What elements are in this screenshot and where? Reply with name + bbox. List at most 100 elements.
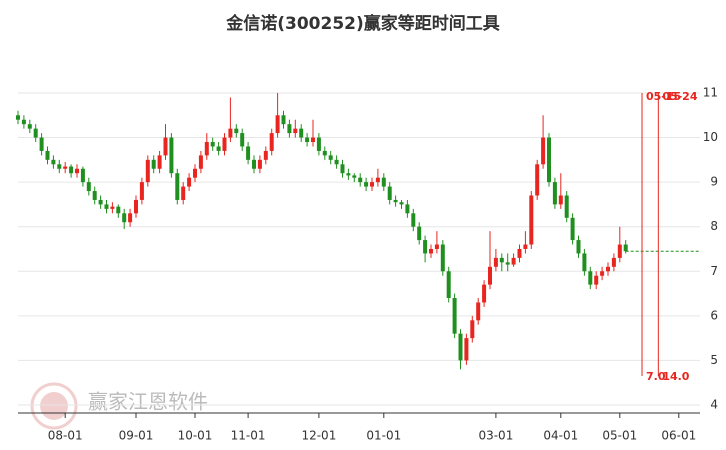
candle-body [405, 204, 410, 214]
time-marker-days: 14.0 [662, 370, 689, 383]
candle-body [110, 206, 115, 209]
candle-body [322, 150, 327, 156]
x-tick-label: 11-01 [231, 429, 266, 443]
candle-body [169, 137, 174, 174]
x-tick-label: 09-01 [119, 429, 154, 443]
candle-body [564, 195, 569, 218]
candle-body [63, 166, 68, 169]
candle-body [175, 173, 180, 200]
candle-body [547, 137, 551, 183]
logo-core [40, 392, 68, 420]
candle-body [470, 320, 475, 339]
candle-body [80, 168, 85, 183]
candle-body [27, 124, 32, 129]
candle-body [482, 284, 487, 303]
candle-body [86, 182, 91, 192]
x-tick-label: 06-01 [661, 429, 696, 443]
candle-body [104, 204, 109, 209]
candle-body [257, 159, 262, 169]
candle-body [51, 159, 56, 165]
candle-body [98, 199, 103, 205]
candle-body [16, 115, 20, 120]
candle-body [364, 182, 369, 187]
candle-body [334, 159, 339, 165]
candle-body [358, 177, 363, 183]
candle-body [423, 240, 428, 254]
candle-body [552, 182, 557, 205]
y-tick-label: 10 [703, 130, 718, 144]
candle-body [452, 298, 457, 334]
candle-body [240, 133, 245, 147]
candle-body [39, 137, 44, 151]
time-marker-date: 05-24 [662, 90, 698, 103]
candle-body [92, 191, 97, 200]
candle-body [541, 137, 546, 165]
candle-body [476, 302, 481, 321]
candle-body [163, 137, 168, 156]
candle-body [393, 199, 398, 203]
y-tick-label: 7 [710, 264, 718, 278]
x-tick-label: 10-01 [178, 429, 213, 443]
candle-body [222, 137, 227, 151]
candle-body [69, 166, 74, 174]
candle-body [434, 244, 439, 249]
candle-body [75, 168, 79, 174]
candle-body [305, 137, 310, 143]
candle-body [210, 142, 215, 147]
y-tick-label: 11 [703, 85, 718, 99]
candle-body [57, 164, 62, 169]
candle-body [517, 248, 522, 258]
candle-body [464, 338, 469, 361]
candle-body [429, 248, 433, 254]
candle-body [45, 150, 50, 160]
candle-body [198, 155, 203, 169]
candle-body [128, 213, 133, 223]
watermark-logo [30, 382, 78, 430]
candle-body [600, 271, 605, 276]
candle-body [33, 128, 38, 138]
candle-body [375, 177, 380, 183]
candle-body [187, 177, 192, 187]
x-tick-label: 12-01 [301, 429, 336, 443]
candle-body [228, 128, 233, 138]
candle-body [411, 213, 416, 227]
x-tick-label: 04-01 [543, 429, 578, 443]
candle-body [151, 159, 156, 169]
candle-body [311, 137, 315, 143]
candle-body [263, 150, 268, 160]
candle-body [499, 257, 504, 263]
candle-body [234, 128, 239, 134]
candle-body [488, 266, 492, 285]
y-tick-label: 8 [710, 219, 718, 233]
candle-body [316, 137, 321, 151]
candle-body [204, 142, 209, 156]
candle-body [558, 195, 563, 205]
candle-body [529, 195, 534, 245]
candle-body [252, 159, 256, 169]
candle-body [122, 213, 127, 223]
candle-body [606, 266, 610, 272]
y-tick-label: 4 [710, 397, 718, 411]
y-tick-label: 5 [710, 353, 718, 367]
candle-body [352, 175, 357, 178]
candle-body [134, 199, 138, 214]
candle-body [370, 182, 374, 187]
candle-body [181, 186, 186, 200]
candle-body [193, 168, 197, 178]
candle-body [116, 206, 121, 214]
candle-body [21, 119, 26, 125]
candle-body [417, 226, 422, 241]
candle-body [576, 240, 581, 254]
candle-body [570, 217, 575, 241]
candle-body [145, 159, 150, 183]
candle-body [623, 244, 628, 252]
candle-body [269, 133, 274, 151]
candle-body [293, 128, 298, 134]
candle-body [346, 173, 351, 176]
candle-body [440, 244, 445, 272]
candle-body [505, 262, 510, 265]
candle-body [139, 182, 144, 200]
candle-body [582, 253, 587, 272]
x-tick-label: 08-01 [48, 429, 83, 443]
